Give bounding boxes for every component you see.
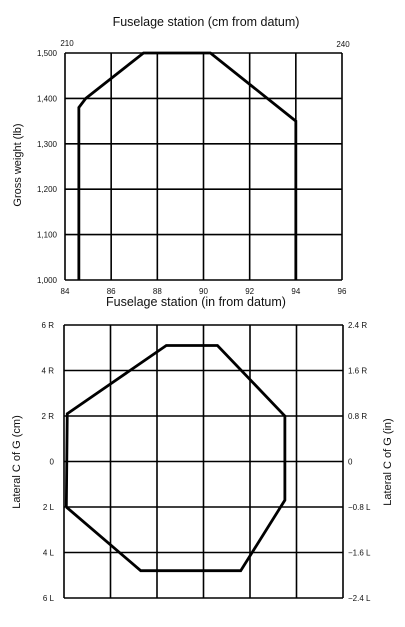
chart1-x-tick-label: 84 — [61, 287, 70, 296]
chart2-y-tick-label: 2 L — [43, 503, 55, 512]
chart1-y-tick-label: 1,300 — [37, 140, 58, 149]
chart1-y-tick-label: 1,200 — [37, 185, 58, 194]
chart2-y2-tick-label: 0.8 R — [348, 412, 367, 421]
chart1-x-tick-label: 88 — [153, 287, 162, 296]
chart2-y-tick-label: 6 L — [43, 594, 55, 603]
chart1-y-tick-label: 1,000 — [37, 276, 58, 285]
chart1-top-axis-title: Fuselage station (cm from datum) — [113, 15, 300, 29]
chart2-y-tick-labels: 6 L 4 L 2 L 0 2 R 4 R 6 R — [42, 321, 55, 603]
chart1-x-axis-label: Fuselage station (in from datum) — [106, 295, 286, 309]
chart1-y-tick-label: 1,500 — [37, 49, 58, 58]
chart2-y2-tick-label: 0 — [348, 458, 353, 467]
chart1-x-tick-label: 92 — [245, 287, 254, 296]
chart2-y-tick-label: 4 R — [42, 367, 55, 376]
chart2-series — [64, 344, 287, 573]
chart1-top-tick-210: 210 — [60, 39, 74, 48]
chart1-envelope-line — [77, 51, 298, 280]
chart1-y-tick-labels: 1,000 1,100 1,200 1,300 1,400 1,500 — [37, 49, 58, 285]
chart1-x-tick-label: 86 — [107, 287, 116, 296]
chart1-y-tick-label: 1,100 — [37, 231, 58, 240]
chart2-y2-tick-label: −0.8 L — [348, 503, 371, 512]
chart2-y-axis-label: Lateral C of G (cm) — [11, 415, 23, 509]
chart2-y-tick-label: 0 — [50, 458, 55, 467]
chart2-y2-tick-label: −1.6 L — [348, 549, 371, 558]
chart1-top-tick-240: 240 — [336, 40, 350, 49]
chart1-x-tick-label: 94 — [291, 287, 300, 296]
chart1-x-tick-label: 96 — [338, 287, 347, 296]
chart1-y-axis-label: Gross weight (lb) — [12, 123, 24, 206]
chart2-y-tick-label: 2 R — [42, 412, 55, 421]
chart2-envelope-line — [64, 344, 287, 573]
chart1-x-tick-labels: 84 86 88 90 92 94 96 — [61, 287, 347, 296]
chart1-y-tick-label: 1,400 — [37, 94, 58, 103]
chart2-y-tick-label: 4 L — [43, 549, 55, 558]
chart2-y2-tick-label: 2.4 R — [348, 321, 367, 330]
chart2-y-tick-label: 6 R — [42, 321, 55, 330]
chart2-y2-tick-labels: −2.4 L −1.6 L −0.8 L 0 0.8 R 1.6 R 2.4 R — [348, 321, 371, 603]
chart2-grid — [63, 324, 344, 599]
chart1-grid — [64, 52, 343, 281]
chart2-y2-axis-label: Lateral C of G (in) — [382, 418, 394, 505]
chart1-series — [77, 51, 298, 280]
chart1-x-tick-label: 90 — [199, 287, 208, 296]
chart2-y2-tick-label: 1.6 R — [348, 367, 367, 376]
chart2-y2-tick-label: −2.4 L — [348, 594, 371, 603]
